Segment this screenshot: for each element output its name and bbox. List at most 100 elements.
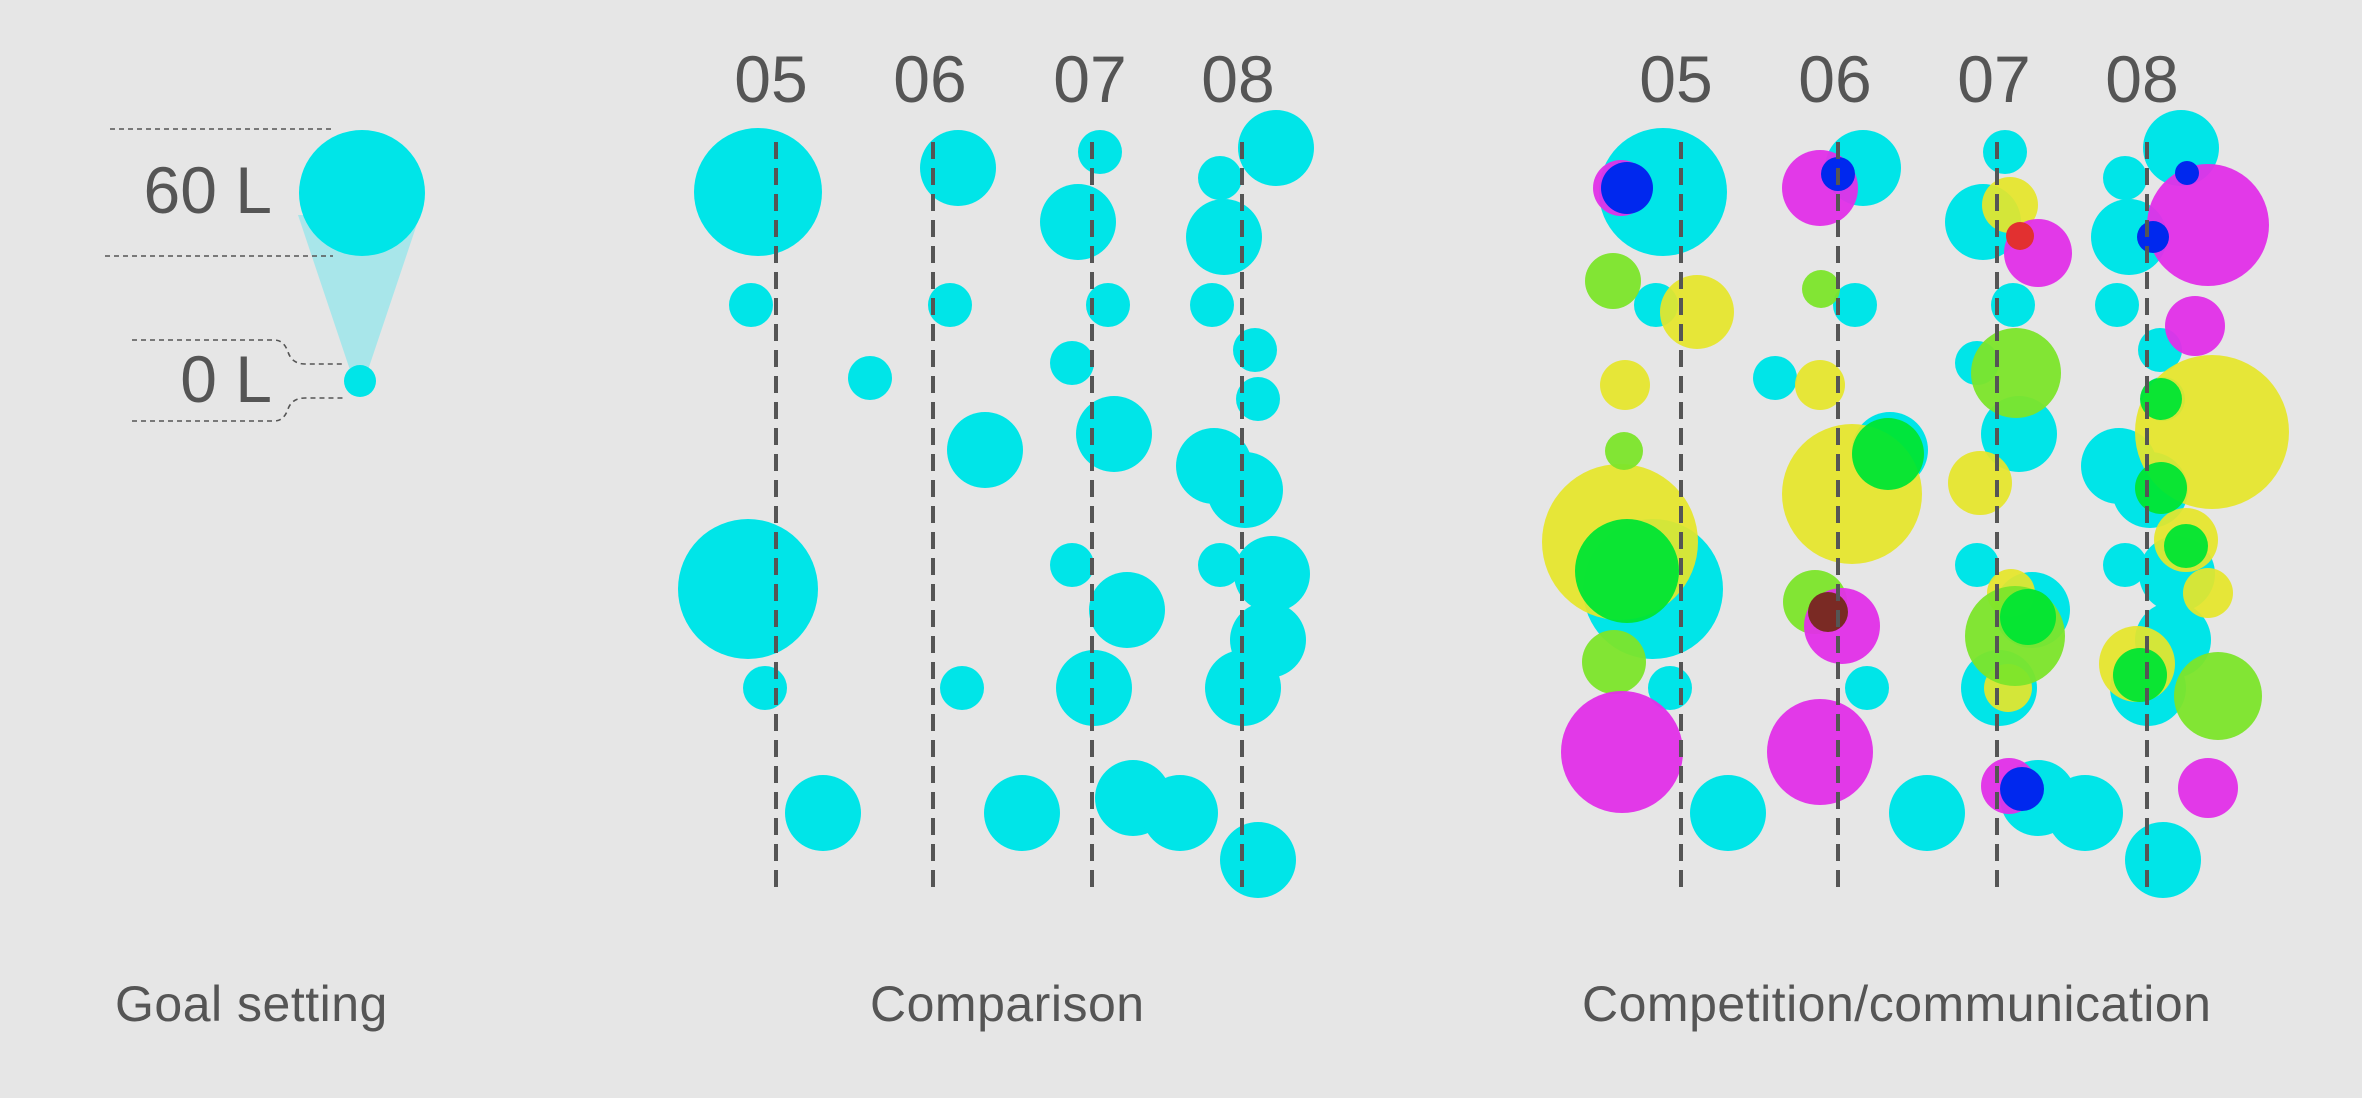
cyan-bubble bbox=[1690, 775, 1766, 851]
comparison-bubble bbox=[1186, 199, 1262, 275]
goal-setting-legend: 60 L 0 L bbox=[105, 128, 425, 422]
comparison-bubbles bbox=[678, 110, 1314, 898]
comparison-bubble bbox=[920, 130, 996, 206]
green-bubble bbox=[2135, 462, 2187, 514]
min-volume-label: 0 L bbox=[180, 342, 272, 416]
green-bubble bbox=[1575, 519, 1679, 623]
scale-cone bbox=[298, 215, 420, 376]
comparison-bubble bbox=[1190, 283, 1234, 327]
lime-bubble bbox=[1585, 253, 1641, 309]
comparison-header-08: 08 bbox=[1201, 42, 1274, 116]
yellow-bubble bbox=[1795, 360, 1845, 410]
comparison-caption: Comparison bbox=[870, 976, 1145, 1032]
comparison-header-05: 05 bbox=[734, 42, 807, 116]
comparison-bubble bbox=[940, 666, 984, 710]
comparison-bubble bbox=[928, 283, 972, 327]
comparison-bubble bbox=[743, 666, 787, 710]
comparison-bubble bbox=[1198, 156, 1242, 200]
cyan-bubble bbox=[1955, 543, 1999, 587]
competition-green-bubbles bbox=[1575, 378, 2208, 702]
cyan-bubble bbox=[1599, 128, 1727, 256]
competition-header-08: 08 bbox=[2105, 42, 2178, 116]
green-bubble bbox=[1852, 418, 1924, 490]
competition-panel: 05 06 07 08 bbox=[1542, 42, 2289, 898]
cyan-bubble bbox=[1983, 130, 2027, 174]
comparison-bubble bbox=[1086, 283, 1130, 327]
yellow-bubble bbox=[1982, 177, 2038, 233]
blue-overlap bbox=[2175, 161, 2199, 185]
legend-guide-lines bbox=[105, 128, 345, 422]
yellow-bubble bbox=[2183, 568, 2233, 618]
goal-setting-caption: Goal setting bbox=[115, 976, 388, 1032]
green-bubble bbox=[2164, 524, 2208, 568]
comparison-bubble bbox=[729, 283, 773, 327]
competition-column-headers: 05 06 07 08 bbox=[1639, 42, 2178, 116]
cyan-bubble bbox=[2095, 283, 2139, 327]
competition-header-07: 07 bbox=[1957, 42, 2030, 116]
cyan-bubble bbox=[1991, 283, 2035, 327]
comparison-bubble bbox=[1076, 396, 1152, 472]
comparison-bubble bbox=[1050, 341, 1094, 385]
comparison-bubble bbox=[1220, 822, 1296, 898]
comparison-bubble bbox=[1040, 184, 1116, 260]
comparison-header-07: 07 bbox=[1053, 42, 1126, 116]
blue-overlap bbox=[2137, 221, 2169, 253]
comparison-bubble bbox=[1233, 328, 1277, 372]
comparison-bubble bbox=[1089, 572, 1165, 648]
comparison-bubble bbox=[1142, 775, 1218, 851]
min-volume-bubble bbox=[344, 365, 376, 397]
magenta-bubble bbox=[2165, 296, 2225, 356]
maroon-overlap bbox=[1808, 592, 1848, 632]
competition-header-05: 05 bbox=[1639, 42, 1712, 116]
blue-overlap bbox=[2000, 767, 2044, 811]
green-bubble bbox=[2140, 378, 2182, 420]
comparison-bubble bbox=[678, 519, 818, 659]
competition-magenta-bubbles bbox=[1561, 150, 2269, 818]
comparison-bubble bbox=[1078, 130, 1122, 174]
cyan-bubble bbox=[1753, 356, 1797, 400]
comparison-bubble bbox=[785, 775, 861, 851]
competition-dashed-axes bbox=[1679, 142, 2149, 893]
yellow-bubble bbox=[1948, 451, 2012, 515]
comparison-bubble bbox=[1238, 110, 1314, 186]
comparison-bubble bbox=[984, 775, 1060, 851]
yellow-bubble bbox=[1600, 360, 1650, 410]
comparison-bubble bbox=[1050, 543, 1094, 587]
lime-bubble bbox=[1582, 630, 1646, 694]
cyan-bubble bbox=[2103, 543, 2147, 587]
comparison-bubble bbox=[848, 356, 892, 400]
cyan-bubble bbox=[2125, 822, 2201, 898]
cyan-bubble bbox=[1845, 666, 1889, 710]
green-bubble bbox=[2113, 648, 2167, 702]
max-volume-label: 60 L bbox=[144, 153, 272, 227]
lime-bubble bbox=[2174, 652, 2262, 740]
green-bubble bbox=[2000, 589, 2056, 645]
magenta-bubble bbox=[2178, 758, 2238, 818]
comparison-column-headers: 05 06 07 08 bbox=[734, 42, 1274, 116]
comparison-bubble bbox=[1236, 377, 1280, 421]
comparison-bubble bbox=[694, 128, 822, 256]
comparison-dashed-axes bbox=[774, 142, 1244, 893]
lime-bubble bbox=[1802, 270, 1840, 308]
blue-overlap bbox=[1601, 162, 1653, 214]
comparison-header-06: 06 bbox=[893, 42, 966, 116]
red-overlap bbox=[2006, 222, 2034, 250]
max-volume-bubble bbox=[299, 130, 425, 256]
magenta-bubble bbox=[1561, 691, 1683, 813]
lime-bubble bbox=[1605, 432, 1643, 470]
comparison-bubble bbox=[1234, 536, 1310, 612]
competition-header-06: 06 bbox=[1798, 42, 1871, 116]
comparison-bubble bbox=[1198, 543, 1242, 587]
cyan-bubble bbox=[1889, 775, 1965, 851]
yellow-bubble bbox=[1660, 275, 1734, 349]
magenta-bubble bbox=[2147, 164, 2269, 286]
competition-caption: Competition/communication bbox=[1582, 976, 2212, 1032]
cyan-bubble bbox=[2047, 775, 2123, 851]
cyan-bubble bbox=[1833, 283, 1877, 327]
comparison-panel: 05 06 07 08 bbox=[678, 42, 1314, 898]
magenta-bubble bbox=[1767, 699, 1873, 805]
lime-bubble bbox=[1971, 328, 2061, 418]
cyan-bubble bbox=[2103, 156, 2147, 200]
comparison-bubble bbox=[1207, 452, 1283, 528]
competition-lime-bubbles bbox=[1582, 253, 2262, 740]
